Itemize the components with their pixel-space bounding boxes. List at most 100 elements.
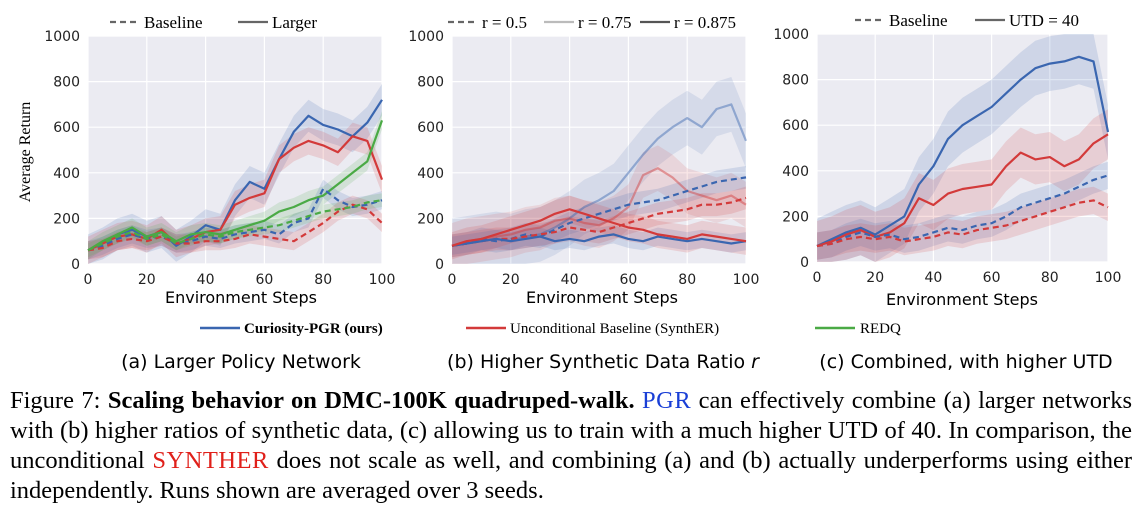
- panel-b: 0 200 400 600 800 1000 0 20 40 60 80 100 Environmen…: [408, 13, 759, 307]
- y-tick-label: 400: [53, 166, 80, 182]
- panel-b-ticks: 0 200 400 600 800 1000 0 20 40 60 80 100: [408, 29, 759, 288]
- x-tick-label: 0: [84, 272, 93, 288]
- confidence-band: [88, 195, 382, 260]
- y-tick-label: 800: [53, 75, 80, 91]
- y-tick-label: 400: [417, 166, 444, 182]
- panel-c-background: [817, 34, 1108, 262]
- x-tick-label: 100: [369, 272, 396, 288]
- series-line: [87, 120, 384, 252]
- series-line: [87, 187, 383, 252]
- confidence-band: [452, 225, 746, 255]
- key-label: r = 0.875: [674, 13, 736, 32]
- panel-a-ylabel: Average Return: [17, 102, 34, 203]
- y-tick-label: 0: [800, 255, 809, 271]
- confidence-band: [88, 179, 382, 260]
- confidence-band: [452, 77, 746, 264]
- x-tick-label: 40: [197, 272, 215, 288]
- panel-a-ticks: 0 200 400 600 800 1000 0 20 40 60 80 100: [44, 29, 395, 288]
- panel-b-background: [452, 36, 746, 264]
- panel-b-grid: [451, 35, 747, 265]
- subcaption-b-var: r: [751, 351, 760, 373]
- subcaption-b: (b) Higher Synthetic Data Ratio r: [447, 351, 760, 373]
- y-tick-label: 1000: [773, 27, 809, 43]
- confidence-band: [88, 193, 382, 258]
- y-tick-label: 600: [417, 120, 444, 136]
- legend-redq-label: REDQ: [860, 321, 901, 337]
- panel-c-ticks: 0 200 400 600 800 1000 0 20 40 60 80 100: [773, 27, 1121, 286]
- key-label: r = 0.5: [482, 13, 527, 32]
- series-line: [816, 55, 1110, 247]
- y-tick-label: 800: [782, 73, 809, 89]
- confidence-band: [817, 34, 1108, 262]
- y-tick-label: 600: [782, 118, 809, 134]
- x-tick-label: 40: [924, 270, 942, 286]
- method-legend: Curiosity-PGR (ours) Unconditional Basel…: [200, 321, 901, 337]
- panel-c-xlabel: Environment Steps: [886, 290, 1038, 309]
- x-tick-label: 60: [983, 270, 1001, 286]
- x-tick-label: 100: [733, 272, 760, 288]
- legend-pgr-label: Curiosity-PGR (ours): [244, 321, 383, 337]
- confidence-band: [88, 83, 382, 265]
- y-tick-label: 200: [53, 211, 80, 227]
- confidence-band: [88, 122, 382, 264]
- caption-part2: does not scale as well, and combining (a…: [10, 447, 1132, 504]
- x-tick-label: 20: [866, 270, 884, 286]
- caption-synther-link[interactable]: SYNTHER: [152, 447, 269, 474]
- subcaption-a: (a) Larger Policy Network: [121, 351, 361, 373]
- panel-a: 0 200 400 600 800 1000 0 20 40 60 80 100 Environmen…: [17, 13, 395, 307]
- y-tick-label: 800: [417, 75, 444, 91]
- series-line: [451, 208, 747, 247]
- y-tick-label: 400: [782, 164, 809, 180]
- panel-c: 0 200 400 600 800 1000 0 20 40 60 80 100 Environmen…: [773, 11, 1121, 309]
- y-tick-label: 1000: [408, 29, 444, 45]
- key-label: Baseline: [144, 13, 203, 32]
- series-line: [87, 199, 383, 252]
- panel-c-key: Baseline UTD = 40: [855, 11, 1079, 30]
- x-tick-label: 0: [448, 272, 457, 288]
- x-tick-label: 80: [1041, 270, 1059, 286]
- x-tick-label: 100: [1095, 270, 1122, 286]
- key-label: Baseline: [889, 11, 948, 30]
- key-label: Larger: [272, 13, 317, 32]
- y-tick-label: 200: [417, 211, 444, 227]
- panel-c-lines: [816, 55, 1110, 248]
- x-tick-label: 40: [561, 272, 579, 288]
- series-line: [816, 133, 1109, 248]
- caption-pgr-link[interactable]: PGR: [642, 387, 692, 414]
- panel-b-xlabel: Environment Steps: [526, 288, 678, 307]
- series-line: [87, 203, 383, 252]
- legend-synther-label: Unconditional Baseline (SynthER): [510, 321, 719, 337]
- x-tick-label: 20: [138, 272, 156, 288]
- subcaption-c: (c) Combined, with higher UTD: [819, 351, 1112, 373]
- y-tick-label: 0: [71, 257, 80, 273]
- x-tick-label: 20: [502, 272, 520, 288]
- y-tick-label: 600: [53, 120, 80, 136]
- panel-b-key: r = 0.5 r = 0.75 r = 0.875: [448, 13, 736, 32]
- key-label: r = 0.75: [578, 13, 632, 32]
- x-tick-label: 60: [255, 272, 273, 288]
- confidence-band: [817, 109, 1108, 262]
- confidence-band: [817, 186, 1108, 260]
- panel-c-bands: [817, 34, 1108, 262]
- panel-a-lines: [87, 99, 384, 252]
- figure-caption: Figure 7: Scaling behavior on DMC-100K q…: [10, 386, 1132, 506]
- panel-a-key: Baseline Larger: [110, 13, 317, 32]
- series-line: [87, 99, 383, 252]
- x-tick-label: 80: [678, 272, 696, 288]
- series-line: [816, 174, 1109, 248]
- y-tick-label: 200: [782, 209, 809, 225]
- y-tick-label: 0: [435, 257, 444, 273]
- caption-prefix: Figure 7:: [10, 387, 108, 414]
- caption-title: Scaling behavior on DMC-100K quadruped-w…: [107, 387, 635, 414]
- subcaption-b-text: (b) Higher Synthetic Data Ratio: [447, 351, 751, 373]
- x-tick-label: 60: [619, 272, 637, 288]
- panel-a-grid: [87, 35, 383, 265]
- series-line: [451, 196, 747, 247]
- series-line: [451, 167, 747, 247]
- x-tick-label: 80: [314, 272, 332, 288]
- panel-b-lines: [451, 103, 748, 247]
- y-tick-label: 1000: [44, 29, 80, 45]
- caption-part1: can effectively combine (a) larger netwo…: [10, 387, 1133, 474]
- x-tick-label: 0: [813, 270, 822, 286]
